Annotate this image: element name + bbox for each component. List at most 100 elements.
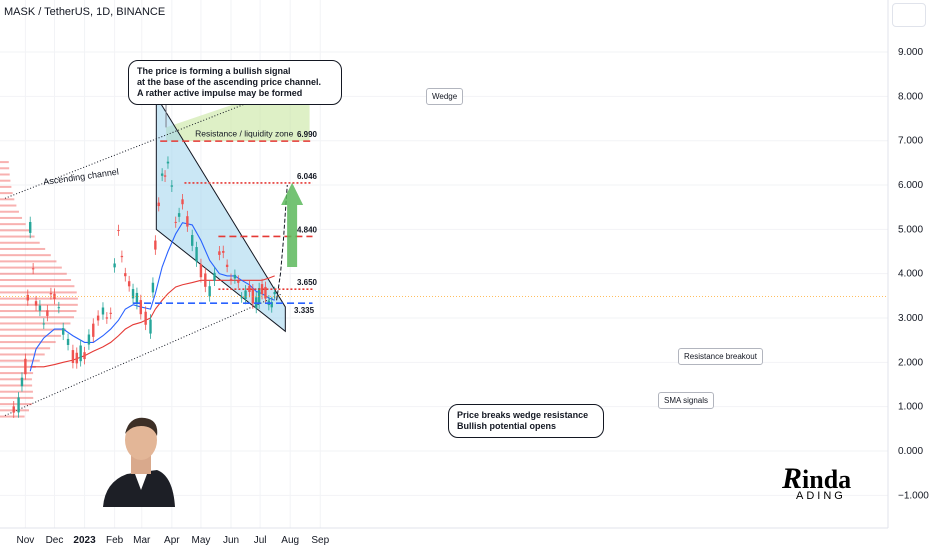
sma-red-line (30, 275, 275, 368)
candle-body (20, 377, 24, 387)
level-label: 3.335 (294, 306, 315, 315)
candle-body (163, 175, 167, 177)
volume-profile-bar (0, 297, 78, 300)
volume-profile-bar (0, 198, 15, 201)
candle-body (38, 305, 42, 311)
zone-label: Resistance / liquidity zone (195, 128, 294, 138)
candle-body (225, 264, 229, 267)
callout-top-line-2: at the base of the ascending price chann… (137, 77, 322, 87)
x-tick-label: Jun (223, 535, 239, 546)
y-tick-label: 0.000 (898, 446, 923, 457)
callout-bottom-line-2: Bullish potential opens (457, 421, 557, 431)
y-tick-label: 3.000 (898, 313, 923, 324)
volume-profile-bar (0, 359, 40, 362)
volume-profile-bar (0, 403, 33, 406)
sma-signals-label: SMA signals (658, 392, 715, 409)
candle-body (17, 397, 20, 413)
price-axis-bg (888, 0, 932, 550)
candle-body (213, 272, 216, 281)
candle-body (124, 273, 127, 277)
candle-body (127, 281, 131, 287)
volume-profile-bar (0, 396, 34, 399)
candle-body (257, 288, 261, 304)
candle-body (42, 323, 45, 325)
x-tick-label: 2023 (73, 535, 96, 546)
candle-body (191, 235, 194, 246)
volume-profile-bar (0, 334, 62, 337)
candle-body (101, 307, 105, 315)
candle-body (49, 293, 53, 295)
volume-profile-bar (0, 179, 11, 182)
candle-body (195, 247, 198, 262)
volume-profile-bar (0, 210, 19, 213)
candle-body (12, 406, 15, 413)
volume-profile-bar (0, 322, 71, 325)
sma-blue-line (29, 222, 275, 372)
volume-profile-bar (0, 415, 25, 418)
candle-body (186, 216, 189, 227)
volume-profile-bar (0, 192, 13, 195)
candle-body (144, 311, 147, 325)
candle-body (139, 300, 142, 315)
volume-profile-bar (0, 347, 51, 350)
candle-body (208, 286, 211, 297)
wedge-label: Wedge (426, 88, 464, 105)
candle-body (29, 221, 32, 233)
candle-body (46, 310, 49, 316)
level-label: 4.840 (297, 225, 318, 234)
volume-profile-bar (0, 216, 23, 219)
candle-body (157, 202, 160, 207)
candle-body (131, 289, 135, 299)
candle-body (113, 263, 116, 268)
volume-profile-bar (0, 260, 57, 263)
candle-body (222, 250, 225, 253)
volume-profile-bar (0, 278, 72, 281)
volume-profile-bar (0, 161, 9, 164)
candle-body (92, 323, 95, 337)
candle-body (62, 328, 65, 335)
candle-body (83, 352, 86, 360)
candle-body (96, 315, 100, 321)
candle-body (117, 230, 120, 232)
candle-body (24, 358, 27, 375)
candle-body (105, 317, 109, 319)
toolbar-button[interactable] (892, 3, 926, 27)
level-label: 6.990 (297, 130, 318, 139)
candle-body (260, 284, 264, 295)
candle-body (75, 352, 78, 364)
y-tick-label: 6.000 (898, 180, 923, 191)
x-tick-label: Sep (311, 535, 329, 546)
x-tick-label: Feb (106, 535, 124, 546)
y-tick-label: 1.000 (898, 402, 923, 413)
candle-body (248, 285, 251, 292)
volume-profile-bar (0, 365, 36, 368)
candle-body (237, 280, 240, 283)
candle-body (154, 240, 157, 250)
y-tick-label: −1.000 (898, 490, 929, 501)
candles (12, 156, 276, 418)
candle-body (229, 278, 233, 280)
candle-body (151, 282, 155, 293)
resistance-breakout-label: Resistance breakout (678, 348, 763, 365)
volume-profile-bar (0, 291, 77, 294)
candle-body (66, 338, 70, 345)
x-tick-label: Apr (164, 535, 180, 546)
volume-profile-bar (0, 384, 33, 387)
candle-body (177, 213, 181, 217)
portrait-image (103, 417, 175, 507)
x-tick-label: May (191, 535, 210, 546)
candle-body (240, 297, 243, 299)
volume-profile-bar (0, 316, 74, 319)
candle-body (34, 301, 38, 306)
candle-body (57, 307, 61, 309)
level-label: 6.046 (297, 172, 318, 181)
level-label: 3.650 (297, 278, 318, 287)
candle-body (170, 185, 174, 187)
candle-body (218, 251, 221, 255)
volume-profile-bar (0, 378, 32, 381)
volume-profile-bar (0, 328, 67, 331)
callout-top: The price is forming a bullish signal at… (128, 60, 342, 105)
